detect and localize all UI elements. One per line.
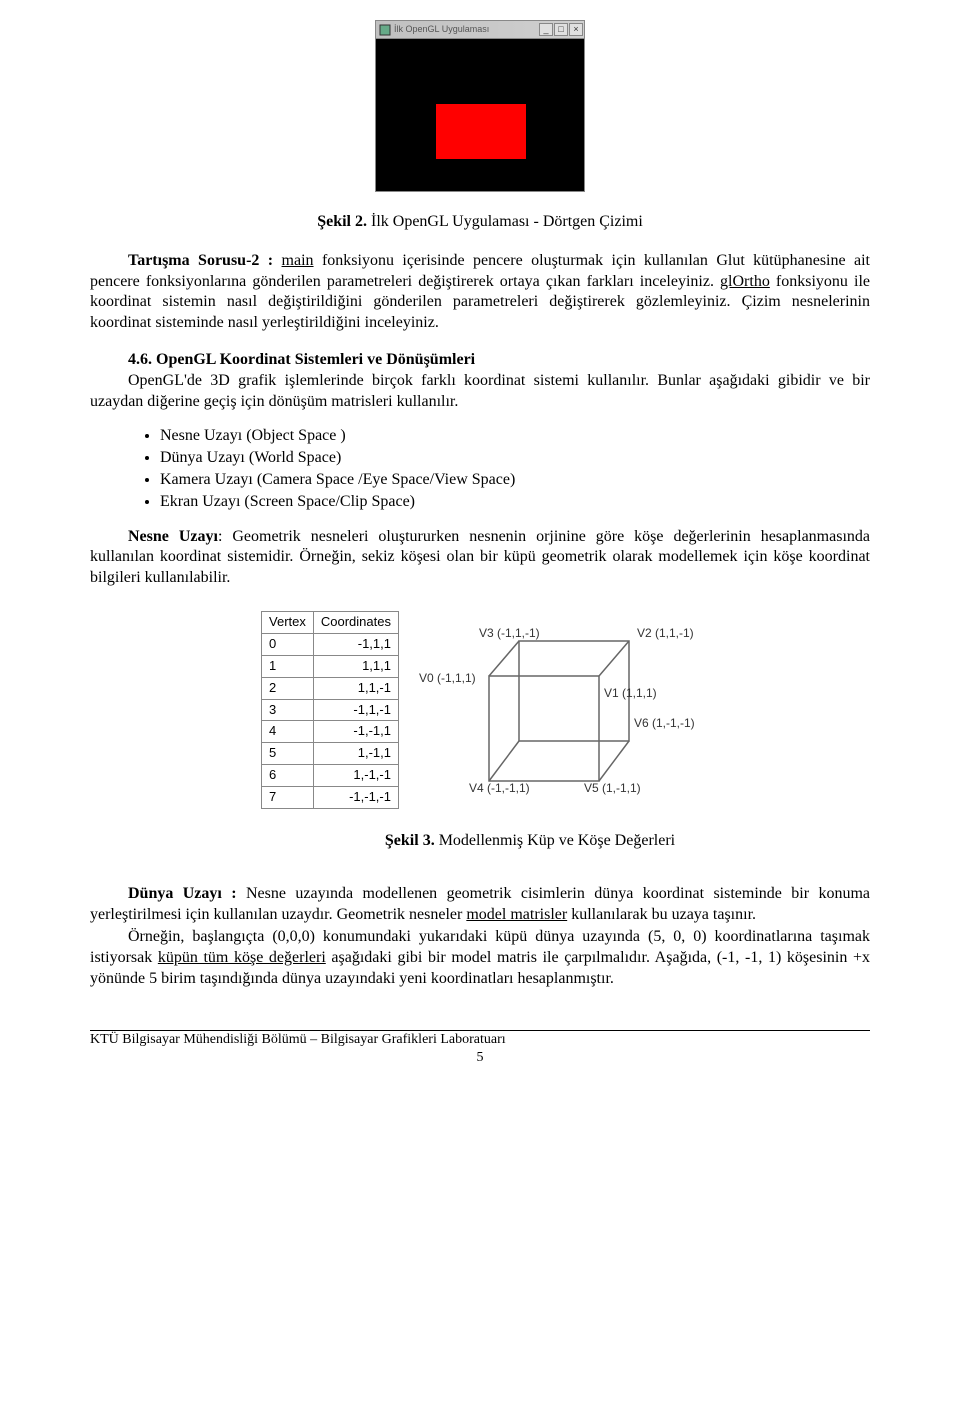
- th-vertex: Vertex: [262, 611, 314, 633]
- vertex-table: Vertex Coordinates 0-1,1,1 11,1,1 21,1,-…: [261, 611, 399, 809]
- opengl-window-figure: İlk OpenGL Uygulaması _ □ ×: [90, 20, 870, 192]
- footer-text: KTÜ Bilgisayar Mühendisliği Bölümü – Bil…: [90, 1031, 870, 1049]
- p4b: kullanılarak bu uzaya taşınır.: [567, 906, 756, 923]
- window-title: İlk OpenGL Uygulaması: [394, 24, 539, 36]
- cell: 1,-1,1: [313, 743, 398, 765]
- world-space-label: Dünya Uzayı :: [128, 885, 237, 902]
- figure2-label: Şekil 2.: [317, 213, 367, 230]
- list-item: Nesne Uzayı (Object Space ): [160, 426, 870, 447]
- model-matris-underline: model matrisler: [466, 906, 567, 923]
- cell: 7: [262, 787, 314, 809]
- figure3-text: Modellenmiş Küp ve Köşe Değerleri: [435, 832, 675, 849]
- example-paragraph: Örneğin, başlangıçta (0,0,0) konumundaki…: [90, 927, 870, 989]
- th-coords: Coordinates: [313, 611, 398, 633]
- figure3-caption: Şekil 3. Modellenmiş Küp ve Köşe Değerle…: [190, 831, 870, 852]
- cell: 1: [262, 655, 314, 677]
- section-4-6-intro: OpenGL'de 3D grafik işlemlerinde birçok …: [90, 371, 870, 413]
- red-rectangle: [436, 104, 526, 159]
- object-space-label: Nesne Uzayı: [128, 528, 218, 545]
- cell: -1,1,1: [313, 633, 398, 655]
- section-4-6: 4.6. OpenGL Koordinat Sistemleri ve Dönü…: [90, 350, 870, 371]
- label-v2: V2 (1,1,-1): [637, 626, 694, 642]
- figure3-label: Şekil 3.: [385, 832, 435, 849]
- table-row: 4-1,-1,1: [262, 721, 399, 743]
- table-row: 61,-1,-1: [262, 765, 399, 787]
- cell: 6: [262, 765, 314, 787]
- page-number: 5: [90, 1049, 870, 1067]
- list-item: Kamera Uzayı (Camera Space /Eye Space/Vi…: [160, 470, 870, 491]
- table-row: 0-1,1,1: [262, 633, 399, 655]
- space-list: Nesne Uzayı (Object Space ) Dünya Uzayı …: [160, 426, 870, 512]
- table-row: 7-1,-1,-1: [262, 787, 399, 809]
- label-v1: V1 (1,1,1): [604, 686, 657, 702]
- cell: -1,1,-1: [313, 699, 398, 721]
- discussion-prefix: Tartışma Sorusu-2 :: [128, 252, 282, 269]
- cell: 1,1,1: [313, 655, 398, 677]
- label-v6: V6 (1,-1,-1): [634, 716, 695, 732]
- cell: -1,-1,1: [313, 721, 398, 743]
- label-v5: V5 (1,-1,1): [584, 781, 641, 797]
- close-icon[interactable]: ×: [569, 23, 583, 36]
- maximize-icon[interactable]: □: [554, 23, 568, 36]
- cube-svg: [479, 631, 659, 801]
- label-v0: V0 (-1,1,1): [419, 671, 476, 687]
- minimize-icon[interactable]: _: [539, 23, 553, 36]
- list-item: Ekran Uzayı (Screen Space/Clip Space): [160, 492, 870, 513]
- cell: -1,-1,-1: [313, 787, 398, 809]
- opengl-canvas: [376, 39, 584, 191]
- label-v4: V4 (-1,-1,1): [469, 781, 530, 797]
- cell: 3: [262, 699, 314, 721]
- world-space-paragraph: Dünya Uzayı : Nesne uzayında modellenen …: [90, 884, 870, 926]
- app-icon: [379, 24, 391, 36]
- cell: 5: [262, 743, 314, 765]
- cell: 0: [262, 633, 314, 655]
- cube-diagram: V3 (-1,1,-1) V2 (1,1,-1) V0 (-1,1,1) V1 …: [439, 611, 699, 821]
- table-row: 21,1,-1: [262, 677, 399, 699]
- section-4-6-heading: 4.6. OpenGL Koordinat Sistemleri ve Dönü…: [128, 351, 475, 368]
- window-buttons: _ □ ×: [539, 23, 583, 36]
- figure3-row: Vertex Coordinates 0-1,1,1 11,1,1 21,1,-…: [90, 611, 870, 821]
- table-row: 3-1,1,-1: [262, 699, 399, 721]
- label-v3: V3 (-1,1,-1): [479, 626, 540, 642]
- figure2-text: İlk OpenGL Uygulaması - Dörtgen Çizimi: [367, 213, 643, 230]
- cell: 1,-1,-1: [313, 765, 398, 787]
- table-row: 51,-1,1: [262, 743, 399, 765]
- glortho-underline: glOrtho: [720, 273, 770, 290]
- figure2-caption: Şekil 2. İlk OpenGL Uygulaması - Dörtgen…: [90, 212, 870, 233]
- list-item: Dünya Uzayı (World Space): [160, 448, 870, 469]
- window-titlebar: İlk OpenGL Uygulaması _ □ ×: [376, 21, 584, 39]
- cell: 4: [262, 721, 314, 743]
- cell: 1,1,-1: [313, 677, 398, 699]
- main-underline: main: [282, 252, 314, 269]
- kose-underline: küpün tüm köşe değerleri: [158, 949, 326, 966]
- cell: 2: [262, 677, 314, 699]
- table-row: 11,1,1: [262, 655, 399, 677]
- discussion-question-2: Tartışma Sorusu-2 : main fonksiyonu içer…: [90, 251, 870, 334]
- object-space-paragraph: Nesne Uzayı: Geometrik nesneleri oluştur…: [90, 527, 870, 589]
- opengl-window: İlk OpenGL Uygulaması _ □ ×: [375, 20, 585, 192]
- table-header-row: Vertex Coordinates: [262, 611, 399, 633]
